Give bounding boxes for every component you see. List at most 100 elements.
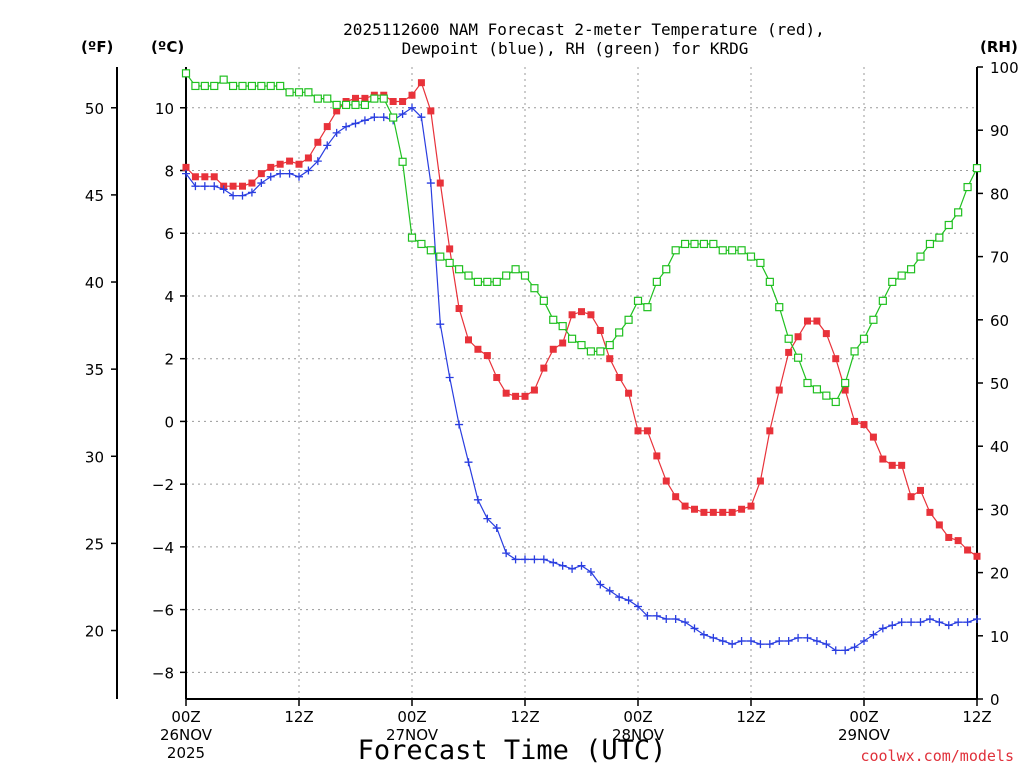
rh-point bbox=[756, 258, 765, 268]
rh-point bbox=[869, 315, 878, 324]
time-tick-label: 00Z bbox=[849, 708, 878, 726]
temperature-point bbox=[625, 389, 633, 397]
rh-point bbox=[624, 315, 633, 324]
dewpoint-point bbox=[492, 524, 501, 533]
rh-point bbox=[417, 239, 426, 249]
temperature-point bbox=[747, 502, 755, 510]
temperature-point bbox=[474, 345, 482, 353]
temperature-point bbox=[964, 546, 972, 554]
dewpoint-point bbox=[426, 179, 435, 188]
dewpoint-point bbox=[963, 618, 972, 627]
rh-point bbox=[276, 81, 285, 91]
data-series bbox=[181, 69, 982, 655]
temperature-point bbox=[587, 311, 595, 319]
dewpoint-point bbox=[257, 179, 266, 188]
temperature-point bbox=[813, 317, 821, 325]
rh-point bbox=[841, 378, 850, 388]
dewpoint-point bbox=[869, 630, 878, 639]
temperature-point bbox=[662, 477, 670, 485]
temperature-point bbox=[822, 330, 830, 338]
dewpoint-point bbox=[841, 646, 850, 655]
temperature-point bbox=[333, 107, 341, 115]
dewpoint-point bbox=[822, 640, 831, 649]
dewpoint-point bbox=[907, 618, 916, 627]
celsius-tick-label: 2 bbox=[164, 351, 174, 369]
temperature-point bbox=[512, 392, 520, 400]
dewpoint-point bbox=[229, 191, 238, 200]
rh-point bbox=[549, 315, 558, 324]
rh-tick-label: 100 bbox=[990, 59, 1019, 77]
temperature-point bbox=[907, 493, 915, 501]
temperature-point bbox=[606, 355, 614, 363]
rh-point bbox=[238, 81, 247, 91]
series-line bbox=[185, 81, 978, 557]
dewpoint-point bbox=[417, 113, 426, 122]
rh-point bbox=[888, 277, 897, 286]
dewpoint-point bbox=[464, 458, 473, 467]
rh-point bbox=[454, 265, 464, 274]
temperature-point bbox=[427, 107, 435, 115]
rh-point bbox=[728, 246, 737, 255]
dewpoint-point bbox=[483, 514, 492, 523]
rh-point bbox=[266, 81, 275, 91]
temperature-point bbox=[860, 421, 868, 429]
dewpoint-point bbox=[210, 182, 219, 191]
date-tick-label: 27NOV bbox=[386, 726, 439, 744]
temperature-point bbox=[973, 552, 981, 560]
temperature-point bbox=[700, 508, 708, 516]
fahrenheit-tick-label: 30 bbox=[85, 448, 104, 466]
temperature-point bbox=[446, 245, 454, 253]
dewpoint-point bbox=[295, 172, 303, 181]
dewpoint-point bbox=[511, 555, 520, 564]
dewpoint-point bbox=[398, 110, 407, 119]
temperature-point bbox=[540, 364, 548, 372]
dewpoint-point bbox=[266, 172, 275, 181]
rh-point bbox=[567, 334, 577, 343]
dewpoint-point bbox=[408, 103, 416, 112]
rh-tick-label: 90 bbox=[990, 122, 1009, 140]
dewpoint-point bbox=[445, 373, 454, 382]
temperature-point bbox=[794, 333, 802, 341]
dewpoint-point bbox=[605, 586, 614, 595]
temperature-point bbox=[775, 386, 783, 394]
rh-point bbox=[323, 94, 332, 103]
dewpoint-point bbox=[860, 636, 868, 645]
dewpoint-point bbox=[219, 185, 228, 194]
dewpoint-point bbox=[925, 615, 934, 624]
rh-point bbox=[200, 81, 209, 91]
rh-point bbox=[483, 277, 492, 286]
rh-point bbox=[332, 100, 341, 110]
temperature-point bbox=[935, 521, 943, 529]
dewpoint-point bbox=[182, 169, 190, 178]
rh-point bbox=[605, 340, 614, 350]
fahrenheit-tick-label: 20 bbox=[85, 623, 104, 641]
dewpoint-point bbox=[954, 618, 963, 627]
temperature-point bbox=[568, 311, 576, 319]
rh-tick-label: 80 bbox=[990, 185, 1009, 203]
temperature-point bbox=[766, 427, 774, 435]
dewpoint-point bbox=[662, 615, 671, 624]
rh-point bbox=[831, 397, 840, 407]
dewpoint-point bbox=[360, 116, 369, 125]
dewpoint-point bbox=[323, 141, 332, 150]
dewpoint-point bbox=[652, 611, 661, 620]
dewpoint-point bbox=[888, 621, 897, 630]
dewpoint-point bbox=[455, 420, 464, 429]
dewpoint-point bbox=[539, 555, 548, 564]
time-tick-label: 12Z bbox=[962, 708, 991, 726]
dewpoint-point bbox=[247, 188, 256, 197]
celsius-tick-label: −2 bbox=[152, 476, 174, 494]
rh-point bbox=[492, 277, 501, 286]
rh-point bbox=[718, 246, 727, 255]
temperature-point bbox=[643, 427, 651, 435]
dewpoint-point bbox=[775, 636, 784, 645]
rh-point bbox=[520, 271, 530, 280]
temperature-point bbox=[841, 386, 849, 394]
rh-point bbox=[935, 233, 944, 242]
rh-point bbox=[445, 258, 454, 268]
fahrenheit-tick-label: 25 bbox=[85, 535, 104, 553]
temperature-point bbox=[945, 533, 953, 541]
temperature-point bbox=[888, 461, 896, 469]
rh-point bbox=[341, 100, 351, 110]
